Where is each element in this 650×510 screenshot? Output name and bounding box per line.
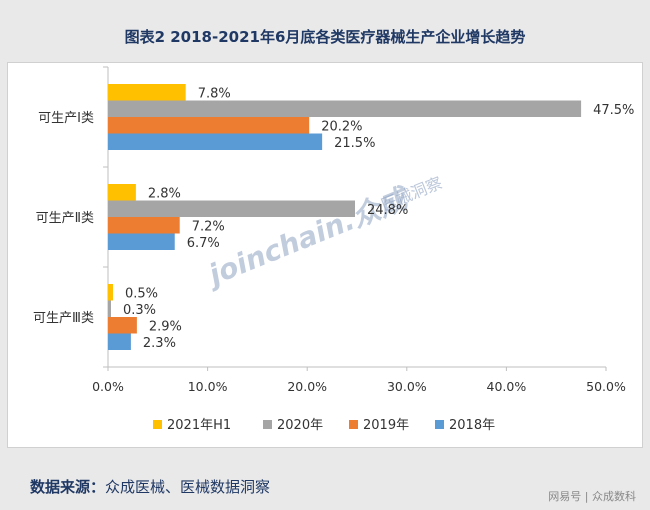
- x-tick-label: 50.0%: [586, 379, 626, 394]
- category-label: 可生产Ⅱ类: [36, 211, 94, 226]
- data-label: 20.2%: [321, 119, 362, 134]
- category-label: 可生产Ⅲ类: [33, 311, 94, 326]
- data-source: 数据来源：众成医械、医械数据洞察: [30, 476, 270, 497]
- bar: [108, 84, 186, 101]
- data-label: 47.5%: [593, 103, 634, 118]
- legend-swatch: [435, 420, 444, 429]
- data-label: 2.9%: [149, 319, 182, 334]
- bar-chart: 0.0% 10.0% 20.0% 30.0% 40.0% 50.0%joinchain.众…: [33, 66, 634, 433]
- chart-panel: 0.0% 10.0% 20.0% 30.0% 40.0% 50.0% joinchain.众…: [7, 62, 643, 448]
- bar: [108, 300, 111, 317]
- x-tick-label: 10.0%: [188, 379, 228, 394]
- legend-swatch: [153, 420, 162, 429]
- legend-label: 2019年: [363, 418, 409, 433]
- bar: [108, 200, 356, 217]
- x-tick-label: 30.0%: [387, 379, 427, 394]
- legend-swatch: [263, 420, 272, 429]
- page-title: 图表2 2018-2021年6月底各类医疗器械生产企业增长趋势: [124, 28, 526, 46]
- data-label: 24.8%: [367, 203, 408, 218]
- legend-label: 2018年: [449, 418, 495, 433]
- legend-label: 2020年: [277, 418, 323, 433]
- legend-label: 2021年H1: [167, 418, 231, 433]
- x-tick-label: 40.0%: [487, 379, 527, 394]
- data-label: 0.3%: [123, 303, 156, 318]
- bar: [108, 100, 582, 117]
- bar: [108, 233, 175, 250]
- data-label: 7.2%: [192, 219, 225, 234]
- bar: [108, 333, 131, 350]
- bar: [108, 317, 137, 334]
- data-label: 6.7%: [187, 236, 220, 251]
- data-label: 2.8%: [148, 186, 181, 201]
- legend-swatch: [349, 420, 358, 429]
- data-source-text: 众成医械、医械数据洞察: [105, 478, 271, 496]
- bar: [108, 184, 136, 201]
- category-label: 可生产Ⅰ类: [38, 111, 94, 126]
- footer-credit: 网易号 | 众成数科: [548, 490, 636, 503]
- bar: [108, 133, 323, 150]
- data-label: 7.8%: [198, 86, 231, 101]
- data-label: 2.3%: [143, 336, 176, 351]
- bar: [108, 284, 113, 301]
- data-label: 0.5%: [125, 286, 158, 301]
- data-label: 21.5%: [334, 136, 375, 151]
- x-tick-label: 0.0%: [92, 379, 124, 394]
- data-source-label: 数据来源：: [30, 478, 106, 496]
- bar: [108, 217, 180, 234]
- x-tick-label: 20.0%: [287, 379, 327, 394]
- bar: [108, 117, 310, 134]
